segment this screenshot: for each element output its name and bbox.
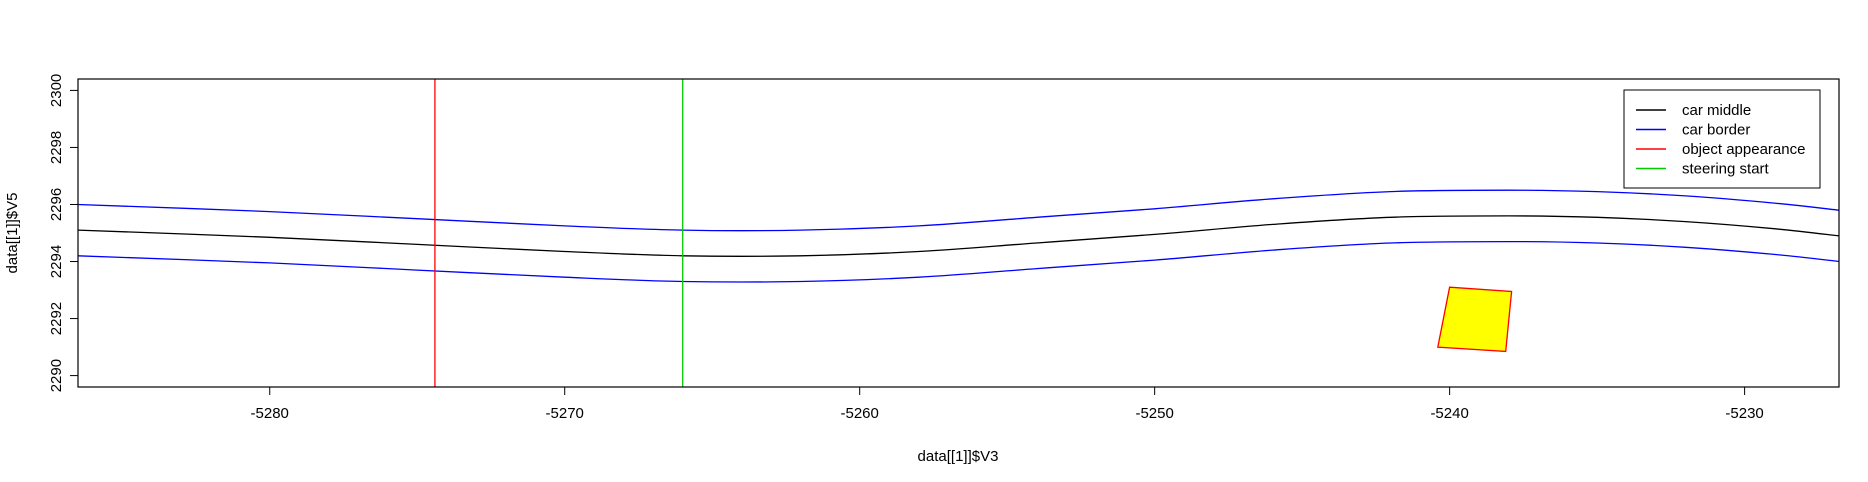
x-axis-label: data[[1]]$V3	[918, 448, 999, 465]
x-tick-label: -5260	[840, 405, 878, 422]
y-tick-label: 2290	[48, 359, 65, 392]
legend-label: steering start	[1682, 161, 1770, 178]
object-layer	[1437, 286, 1513, 353]
series-line-0	[77, 215, 1840, 257]
legend-label: car middle	[1682, 102, 1751, 119]
legend-label: car border	[1682, 122, 1750, 139]
series-line-1	[77, 189, 1840, 232]
data-lines	[77, 79, 1840, 387]
series-line-2	[77, 240, 1840, 283]
x-tick-label: -5250	[1135, 405, 1173, 422]
legend-label: object appearance	[1682, 141, 1805, 158]
legend-box	[1623, 89, 1821, 189]
x-tick-label: -5270	[546, 405, 584, 422]
legend: car middle car border object appearance ste…	[1623, 89, 1821, 189]
y-tick-label: 2292	[48, 302, 65, 335]
object-polygon	[1437, 286, 1513, 353]
y-tick-label: 2294	[48, 245, 65, 278]
y-tick-label: 2300	[48, 74, 65, 107]
y-tick-label: 2296	[48, 188, 65, 221]
plot-box	[77, 78, 1840, 388]
y-tick-label: 2298	[48, 131, 65, 164]
x-tick-label: -5280	[251, 405, 289, 422]
x-tick-label: -5230	[1725, 405, 1763, 422]
x-tick-label: -5240	[1430, 405, 1468, 422]
y-axis-label: data[[1]]$V5	[4, 193, 21, 274]
y-axis: 2290 2292 2294 2296 2298 2300	[48, 74, 79, 392]
x-axis: -5280 -5270 -5260 -5250 -5240 -5230	[251, 386, 1764, 422]
